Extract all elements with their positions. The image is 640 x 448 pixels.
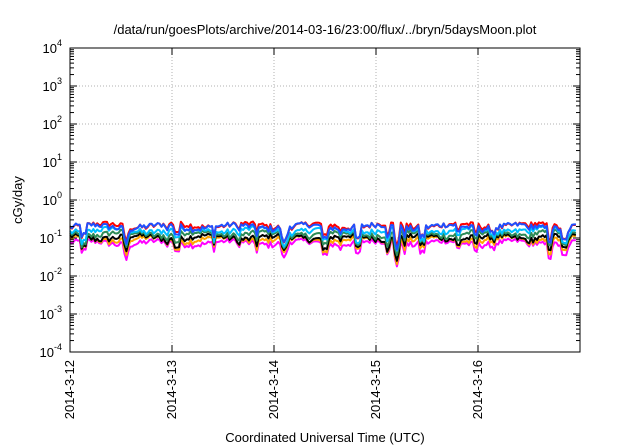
y-tick-base: 10	[43, 79, 57, 94]
y-tick-exponent: 2	[57, 114, 62, 124]
y-tick-label: 103	[43, 76, 62, 94]
x-axis: 2014-3-12 2014-3-13 2014-3-14 2014-3-15 2014…	[62, 48, 485, 419]
x-tick-label: 2014-3-15	[368, 360, 383, 419]
x-tick-label: 2014-3-12	[62, 360, 77, 419]
y-axis-label: cGy/day	[10, 176, 25, 224]
y-tick-label: 102	[43, 114, 62, 132]
y-tick-base: 10	[43, 41, 57, 56]
x-tick-label: 2014-3-13	[164, 360, 179, 419]
y-tick-base: 10	[43, 193, 57, 208]
series-line	[69, 232, 577, 262]
y-tick-label: 10-1	[40, 228, 62, 246]
x-axis-label: Coordinated Universal Time (UTC)	[225, 430, 424, 445]
y-tick-exponent: 0	[57, 190, 62, 200]
y-tick-exponent: 3	[57, 76, 62, 86]
y-tick-label: 104	[43, 38, 62, 56]
series-line	[69, 221, 576, 251]
series-group	[69, 220, 577, 268]
chart-title: /data/run/goesPlots/archive/2014-03-16/2…	[114, 22, 537, 37]
y-tick-base: 10	[40, 269, 54, 284]
x-tick-label: 2014-3-16	[470, 360, 485, 419]
y-tick-base: 10	[40, 345, 54, 360]
y-tick-label: 100	[43, 190, 62, 208]
y-tick-exponent: -1	[54, 228, 62, 238]
x-tick-label: 2014-3-14	[266, 360, 281, 419]
y-tick-exponent: 1	[57, 152, 62, 162]
y-tick-label: 10-3	[40, 304, 62, 322]
grid	[70, 48, 580, 352]
y-tick-exponent: -3	[54, 304, 62, 314]
y-tick-base: 10	[43, 155, 57, 170]
y-tick-exponent: -4	[54, 342, 62, 352]
y-tick-exponent: 4	[57, 38, 62, 48]
y-tick-base: 10	[43, 117, 57, 132]
y-tick-base: 10	[40, 231, 54, 246]
series-line	[69, 237, 576, 268]
series-line	[69, 225, 577, 252]
y-tick-base: 10	[40, 307, 54, 322]
series-line	[69, 228, 577, 257]
y-tick-label: 10-4	[40, 342, 62, 360]
y-tick-label: 10-2	[40, 266, 62, 284]
y-tick-label: 101	[43, 152, 62, 170]
y-tick-exponent: -2	[54, 266, 62, 276]
